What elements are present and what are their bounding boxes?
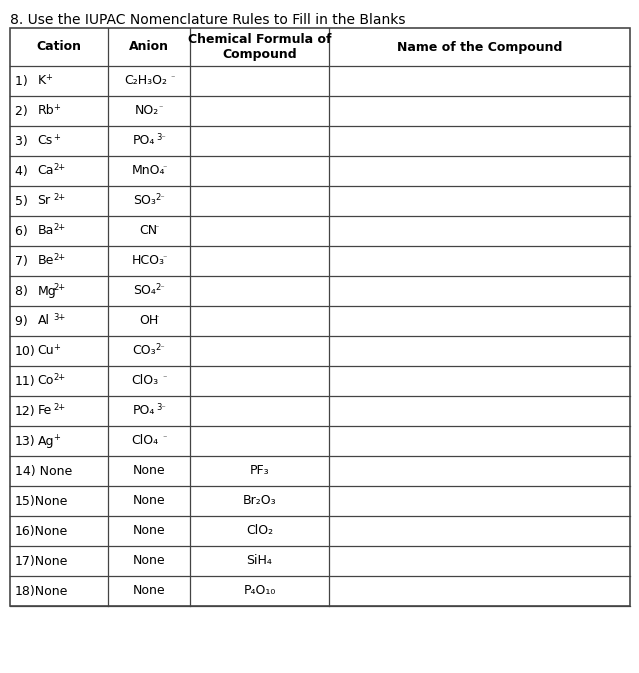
Text: Cation: Cation bbox=[36, 40, 82, 53]
Text: Ag: Ag bbox=[38, 435, 54, 448]
Text: MnO₄: MnO₄ bbox=[132, 164, 165, 178]
Text: ⁻: ⁻ bbox=[162, 163, 167, 172]
Text: ClO₃: ClO₃ bbox=[132, 374, 158, 388]
Text: +: + bbox=[53, 133, 60, 142]
Text: 3+: 3+ bbox=[53, 313, 65, 322]
Text: 1): 1) bbox=[15, 75, 32, 87]
Text: Al: Al bbox=[38, 314, 49, 328]
Text: NO₂: NO₂ bbox=[135, 104, 159, 118]
Text: ⁻: ⁻ bbox=[162, 373, 167, 382]
Text: 2+: 2+ bbox=[53, 223, 65, 232]
Bar bbox=[10, 28, 630, 606]
Text: ⁻: ⁻ bbox=[171, 73, 174, 82]
Text: ClO₄: ClO₄ bbox=[132, 435, 158, 448]
Text: Br₂O₃: Br₂O₃ bbox=[243, 495, 276, 507]
Text: C₂H₃O₂: C₂H₃O₂ bbox=[124, 75, 167, 87]
Text: 3⁻: 3⁻ bbox=[156, 403, 166, 412]
Text: 17)None: 17)None bbox=[15, 555, 68, 567]
Text: ⁻: ⁻ bbox=[155, 223, 158, 232]
Text: None: None bbox=[132, 524, 166, 538]
Text: 14) None: 14) None bbox=[15, 464, 72, 478]
Text: 16)None: 16)None bbox=[15, 524, 68, 538]
Text: 2+: 2+ bbox=[53, 193, 65, 202]
Text: 7): 7) bbox=[15, 254, 32, 267]
Text: +: + bbox=[53, 343, 60, 352]
Text: 13): 13) bbox=[15, 435, 36, 448]
Text: ⁻: ⁻ bbox=[162, 433, 167, 442]
Text: PO₄: PO₄ bbox=[133, 135, 155, 147]
Text: Chemical Formula of
Compound: Chemical Formula of Compound bbox=[188, 33, 331, 61]
Text: 12): 12) bbox=[15, 404, 36, 417]
Text: K: K bbox=[38, 75, 45, 87]
Text: 2+: 2+ bbox=[53, 373, 65, 382]
Text: 2): 2) bbox=[15, 104, 32, 118]
Text: HCO₃: HCO₃ bbox=[132, 254, 164, 267]
Text: 6): 6) bbox=[15, 225, 32, 238]
Text: ⁻: ⁻ bbox=[158, 103, 163, 112]
Text: 8. Use the IUPAC Nomenclature Rules to Fill in the Blanks: 8. Use the IUPAC Nomenclature Rules to F… bbox=[10, 13, 406, 27]
Text: Cs: Cs bbox=[38, 135, 53, 147]
Text: +: + bbox=[53, 103, 60, 112]
Text: None: None bbox=[132, 555, 166, 567]
Text: 4): 4) bbox=[15, 164, 32, 178]
Text: Ca: Ca bbox=[38, 164, 54, 178]
Text: SiH₄: SiH₄ bbox=[247, 555, 272, 567]
Text: ⁻: ⁻ bbox=[162, 253, 167, 262]
Text: PO₄: PO₄ bbox=[133, 404, 155, 417]
Text: 2+: 2+ bbox=[53, 403, 65, 412]
Text: CN: CN bbox=[139, 225, 157, 238]
Text: Cu: Cu bbox=[38, 345, 54, 357]
Text: 2+: 2+ bbox=[53, 283, 65, 292]
Text: 2⁻: 2⁻ bbox=[156, 283, 166, 292]
Text: CO₃: CO₃ bbox=[133, 345, 157, 357]
Text: 3⁻: 3⁻ bbox=[156, 133, 166, 142]
Text: +: + bbox=[53, 433, 60, 442]
Text: 2⁻: 2⁻ bbox=[156, 193, 166, 202]
Text: None: None bbox=[132, 464, 166, 478]
Text: Rb: Rb bbox=[38, 104, 54, 118]
Text: 15)None: 15)None bbox=[15, 495, 68, 507]
Text: P₄O₁₀: P₄O₁₀ bbox=[243, 584, 275, 598]
Text: 2+: 2+ bbox=[53, 253, 65, 262]
Text: 2+: 2+ bbox=[53, 163, 65, 172]
Text: 11): 11) bbox=[15, 374, 36, 388]
Text: Be: Be bbox=[38, 254, 54, 267]
Text: Co: Co bbox=[38, 374, 54, 388]
Text: +: + bbox=[45, 73, 52, 82]
Text: Name of the Compound: Name of the Compound bbox=[397, 40, 562, 53]
Text: 8): 8) bbox=[15, 285, 32, 297]
Text: 2⁻: 2⁻ bbox=[156, 343, 166, 352]
Text: SO₄: SO₄ bbox=[133, 285, 155, 297]
Text: 18)None: 18)None bbox=[15, 584, 68, 598]
Text: ⁻: ⁻ bbox=[155, 313, 158, 322]
Text: Sr: Sr bbox=[38, 194, 50, 207]
Text: Fe: Fe bbox=[38, 404, 52, 417]
Text: None: None bbox=[132, 495, 166, 507]
Text: 5): 5) bbox=[15, 194, 32, 207]
Text: 10): 10) bbox=[15, 345, 36, 357]
Text: None: None bbox=[132, 584, 166, 598]
Text: OH: OH bbox=[139, 314, 158, 328]
Text: 9): 9) bbox=[15, 314, 32, 328]
Text: Mg: Mg bbox=[38, 285, 56, 297]
Text: Ba: Ba bbox=[38, 225, 54, 238]
Text: PF₃: PF₃ bbox=[250, 464, 270, 478]
Text: ClO₂: ClO₂ bbox=[246, 524, 273, 538]
Text: SO₃: SO₃ bbox=[133, 194, 155, 207]
Text: Anion: Anion bbox=[129, 40, 169, 53]
Text: 3): 3) bbox=[15, 135, 32, 147]
